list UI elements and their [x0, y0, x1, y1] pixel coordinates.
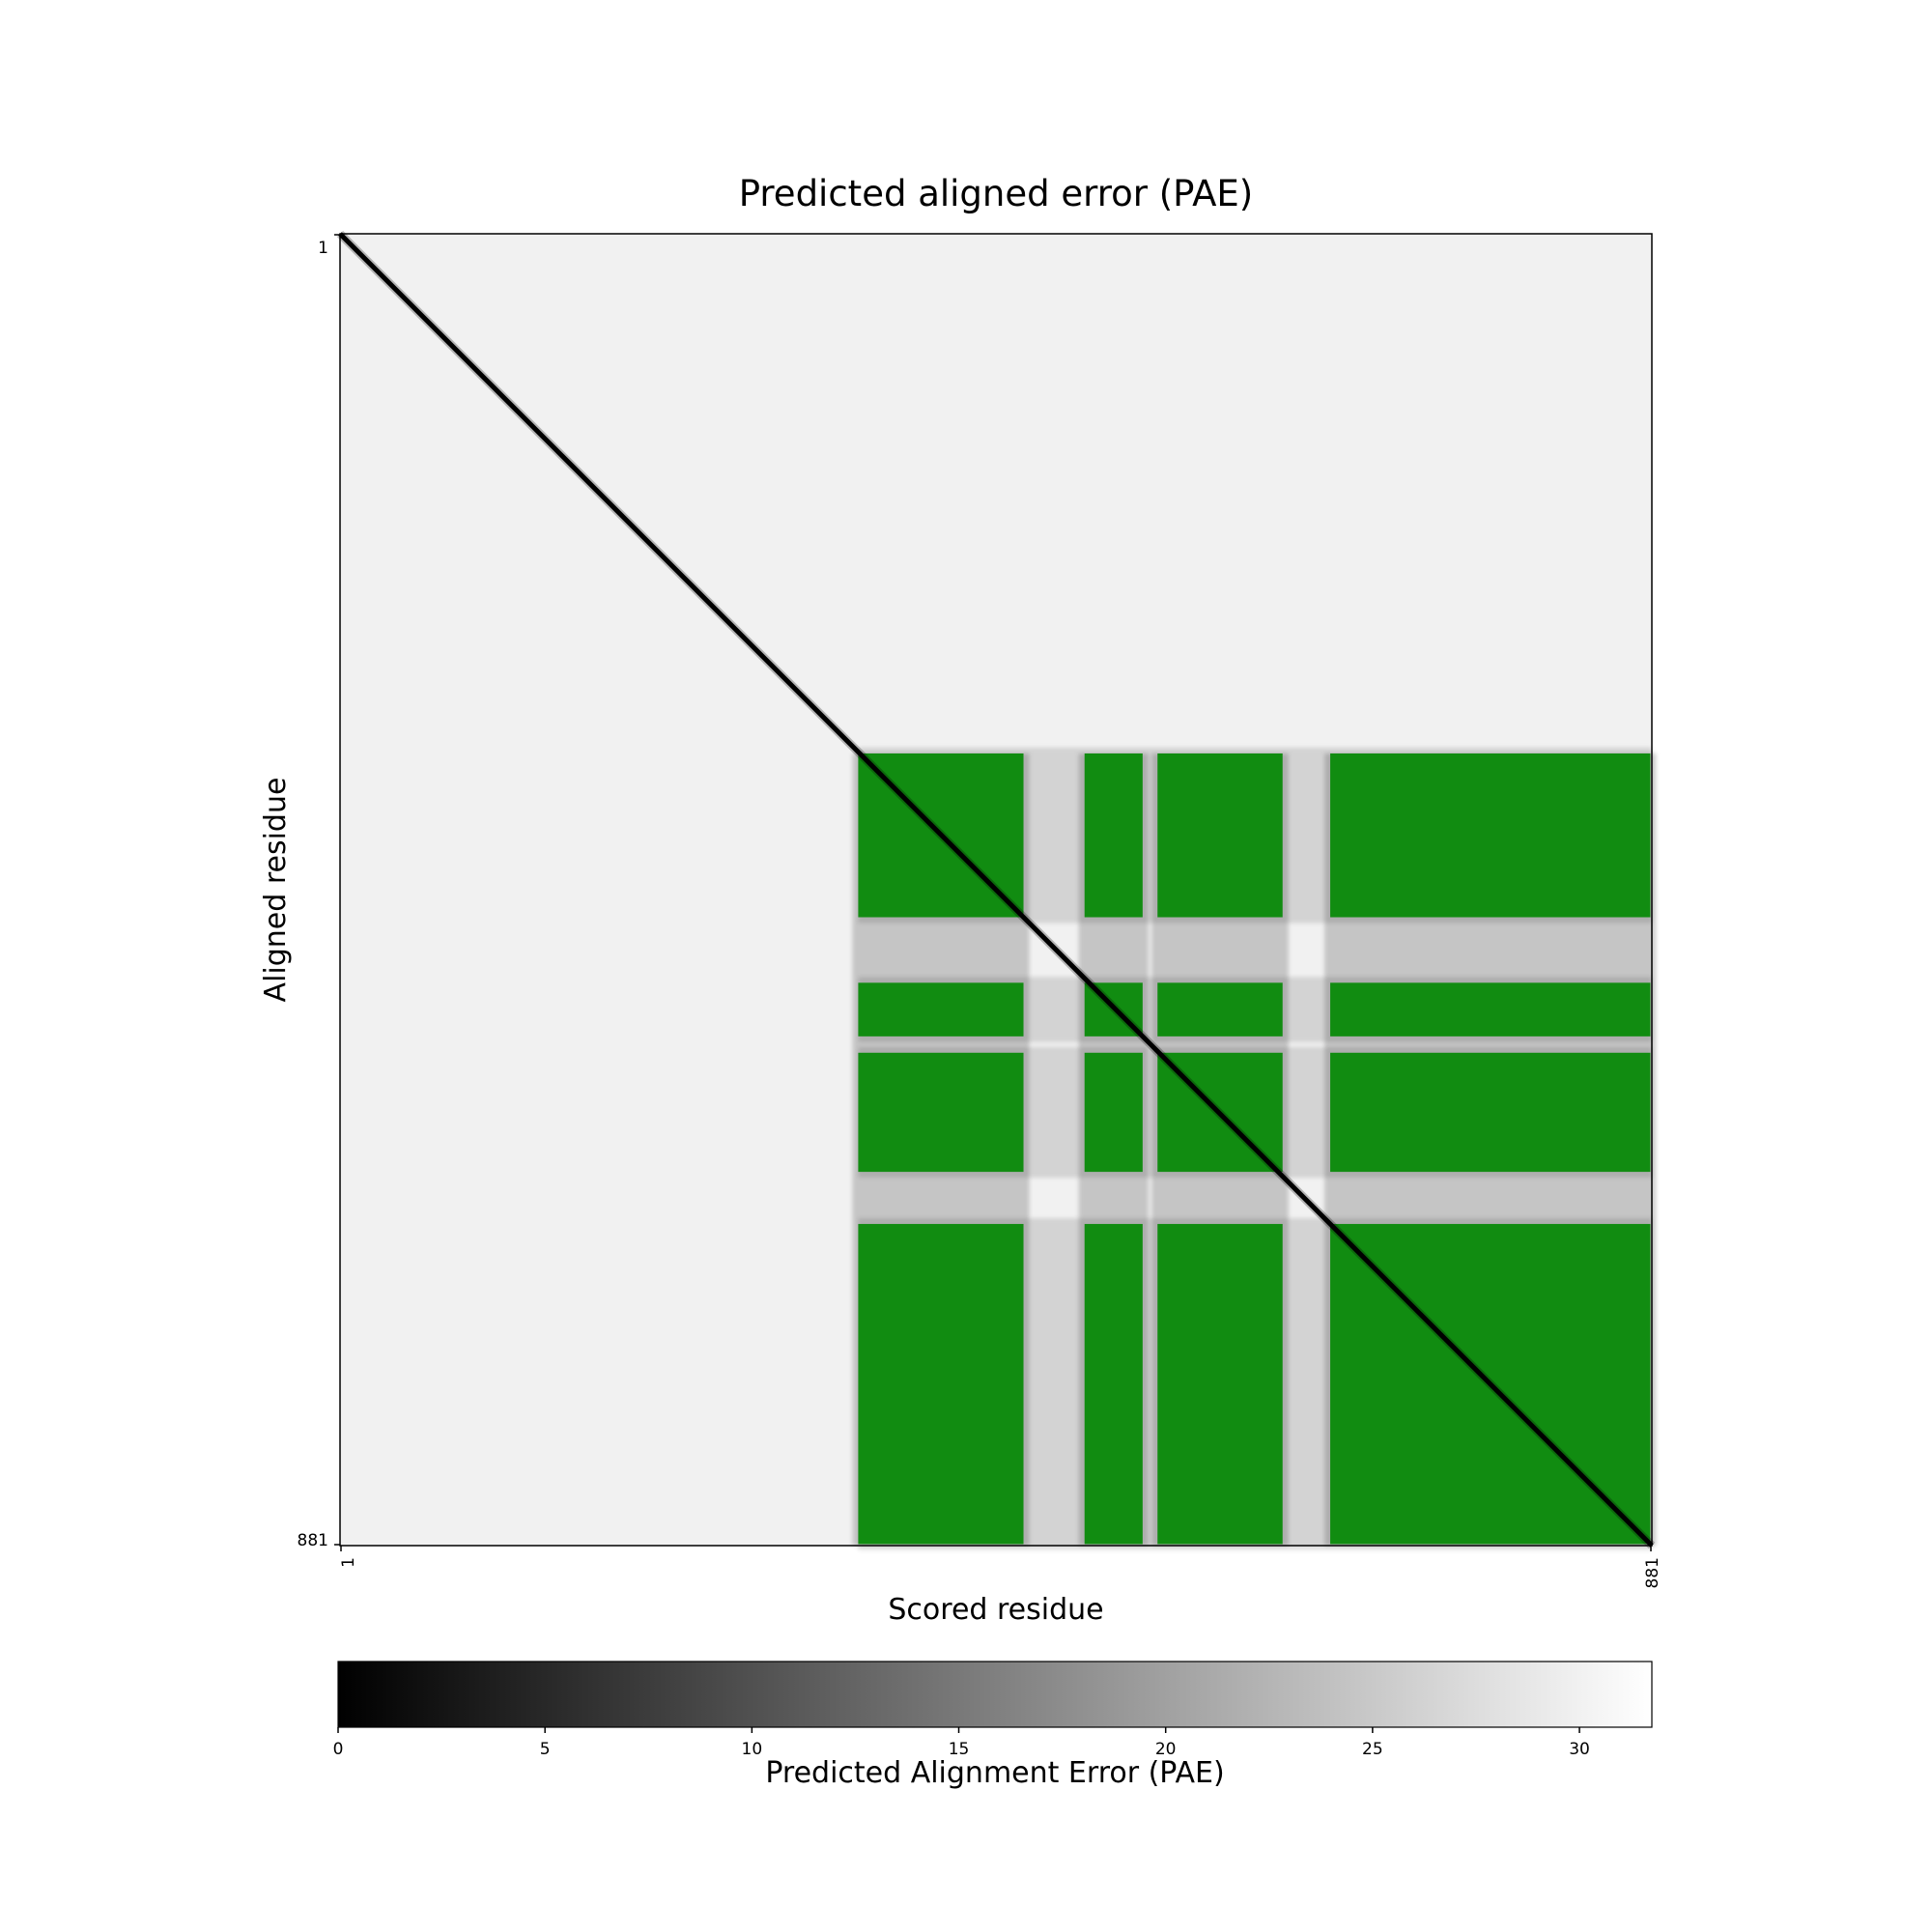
chart-title: Predicted aligned error (PAE) [739, 173, 1253, 214]
highlight-block-3-2 [1157, 1224, 1283, 1545]
heatmap-frame [339, 233, 1653, 1547]
highlight-block-2-1 [1084, 1052, 1143, 1173]
colorbar-tick-label-4: 20 [1155, 1740, 1177, 1759]
highlight-block-3-1 [1084, 1224, 1143, 1545]
highlight-block-2-0 [858, 1052, 1024, 1173]
x-tick-first: 1 [339, 1557, 358, 1568]
highlight-block-0-3 [1330, 753, 1651, 918]
highlight-block-0-1 [1084, 753, 1143, 918]
colorbar-tick-label-2: 10 [742, 1740, 763, 1759]
pae-heatmap [336, 230, 1657, 1550]
y-tick-last: 881 [298, 1531, 328, 1550]
diagonal-line [338, 232, 1654, 1548]
x-tick-last: 881 [1643, 1557, 1662, 1588]
colorbar-ticks: 0 5 10 15 20 25 30 [333, 1727, 1590, 1759]
highlight-block-3-0 [858, 1224, 1024, 1545]
colorbar-tick-label-0: 0 [333, 1740, 344, 1759]
highlight-block-0-2 [1157, 753, 1283, 918]
colorbar-tick-label-6: 30 [1569, 1740, 1590, 1759]
highlight-block-1-0 [858, 982, 1024, 1037]
x-axis-label: Scored residue [888, 1593, 1103, 1627]
colorbar-tick-label-3: 15 [949, 1740, 970, 1759]
colorbar-tick-label-1: 5 [540, 1740, 551, 1759]
highlight-block-2-3 [1330, 1052, 1651, 1173]
axis-ticks [334, 234, 1652, 1551]
colorbar-label: Predicted Alignment Error (PAE) [765, 1756, 1224, 1790]
y-axis-label: Aligned residue [259, 778, 293, 1003]
colorbar-tick-label-5: 25 [1362, 1740, 1383, 1759]
highlight-block-1-3 [1330, 982, 1651, 1037]
highlight-block-1-2 [1157, 982, 1283, 1037]
colorbar [337, 1661, 1653, 1728]
y-tick-first: 1 [318, 239, 328, 258]
